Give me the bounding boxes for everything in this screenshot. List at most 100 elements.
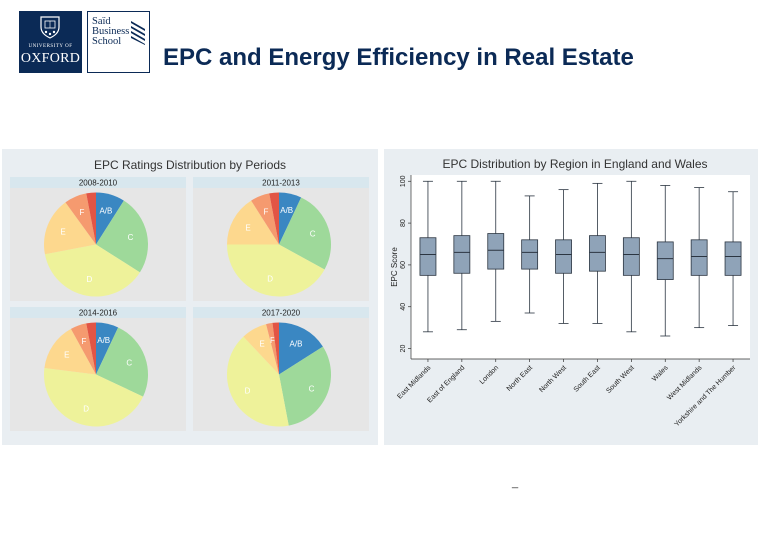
pie-chart-svg: EPC Ratings Distribution by Periods 2008… (10, 158, 369, 431)
facet-strip (193, 307, 369, 318)
pie-slice-ab (279, 322, 323, 375)
page-title: EPC and Energy Efficiency in Real Estate (163, 44, 634, 71)
x-tick-label: London (479, 364, 501, 386)
facet-label: 2017-2020 (262, 309, 301, 318)
box-south-west (622, 180, 640, 333)
pie-slice-label: C (126, 359, 132, 368)
pie-slice-label: E (259, 340, 264, 349)
y-tick-label: 60 (400, 261, 407, 269)
box-plot-panel: EPC Distribution by Region in England an… (384, 149, 758, 445)
pie-chart-title: EPC Ratings Distribution by Periods (94, 158, 286, 172)
pie-slice-ab (279, 192, 302, 245)
pie-slice-c (279, 197, 332, 270)
box-south-east (589, 182, 606, 324)
box-london (487, 180, 505, 322)
iqr-box (487, 233, 505, 270)
said-line-3: School (92, 36, 122, 47)
iqr-box (555, 239, 572, 274)
iqr-box (521, 239, 539, 270)
pie-slice-c (96, 327, 148, 397)
pie-slice-f (266, 322, 279, 375)
said-line-1: Saïd (92, 16, 111, 27)
pie-slice-f (70, 323, 96, 375)
pie-facet: 2011-2013 A/B C D E F (193, 177, 369, 301)
pie-slice-label: D (267, 275, 273, 284)
facet-strip (10, 307, 186, 318)
pie-slice-label: F (264, 208, 269, 217)
pie-slice-label: D (245, 387, 251, 396)
x-tick-label: Yorkshire and The Humber (674, 364, 738, 428)
pie-slice-ab (96, 322, 119, 375)
box-west-midlands (690, 187, 708, 329)
pie-facet: 2008-2010 A/B C D E F (10, 177, 186, 301)
pie-facet: 2017-2020 A/B C D E F (193, 307, 369, 431)
pie-slice-label: C (128, 233, 134, 242)
said-business-school-logo: Saïd Business School (87, 11, 150, 73)
pie-slice-c (279, 346, 332, 426)
pie-slice-f (65, 193, 96, 245)
pie-slice-g (272, 322, 279, 375)
facet-label: 2011-2013 (262, 179, 300, 188)
x-tick-label: East Midlands (396, 364, 432, 400)
y-tick-label: 100 (400, 175, 407, 187)
oxford-logo: UNIVERSITY OF OXFORD (19, 11, 82, 73)
pie-slice-label: F (270, 336, 275, 345)
y-tick-label: 20 (400, 345, 407, 353)
iqr-box (690, 239, 708, 276)
said-line-2: Business (92, 26, 130, 37)
iqr-box (419, 237, 437, 276)
pie-facet: 2014-2016 A/B C D E F (10, 307, 186, 431)
x-tick-label: East of England (426, 364, 466, 404)
pie-slice-g (86, 322, 96, 375)
iqr-box (656, 241, 674, 280)
pie-slice-label: A/B (280, 206, 293, 215)
x-tick-label: North East (506, 364, 534, 392)
stripes-icon (131, 21, 145, 45)
pie-slice-label: D (87, 275, 93, 284)
box-plot-title: EPC Distribution by Region in England an… (442, 157, 707, 171)
x-tick-label: South East (573, 364, 602, 393)
pie-slice-e (44, 202, 96, 255)
pie-slice-g (86, 192, 96, 245)
facet-label: 2014-2016 (79, 309, 118, 318)
box-north-west (555, 189, 572, 324)
pie-slice-e (227, 200, 279, 245)
pie-slice-d (227, 244, 325, 297)
box-wales (656, 185, 674, 337)
logo-university-text: UNIVERSITY OF (28, 44, 73, 49)
pie-slice-d (43, 367, 144, 427)
logo-oxford-text: OXFORD (20, 51, 81, 66)
iqr-box (589, 235, 606, 272)
y-tick-label: 40 (400, 303, 407, 311)
footer-mark: _ (512, 477, 519, 489)
y-tick-label: 80 (400, 219, 407, 227)
said-logo-text: Saïd Business School (92, 16, 136, 47)
x-tick-label: Wales (651, 364, 670, 383)
pie-slice-label: E (245, 224, 250, 233)
crest-icon (40, 16, 60, 39)
pie-slice-e (44, 328, 96, 375)
pie-slice-label: F (82, 337, 87, 346)
pie-slice-label: A/B (290, 340, 303, 349)
pie-slice-label: A/B (99, 207, 112, 216)
pie-slice-e (243, 324, 279, 375)
x-tick-label: South West (605, 364, 635, 394)
pie-slice-label: A/B (97, 336, 110, 345)
pie-slice-label: C (310, 230, 316, 239)
pie-slice-g (269, 192, 279, 245)
iqr-box (622, 237, 640, 276)
pie-chart-panel: EPC Ratings Distribution by Periods 2008… (2, 149, 378, 445)
box-east-midlands (419, 180, 437, 333)
box-plot-svg: EPC Distribution by Region in England an… (390, 157, 750, 428)
box-north-east (521, 195, 539, 314)
pie-slice-label: C (309, 385, 315, 394)
pie-slice-ab (96, 192, 124, 245)
pie-slice-label: E (60, 228, 65, 237)
iqr-box (724, 241, 742, 276)
iqr-box (453, 235, 471, 274)
pie-slice-c (96, 200, 149, 273)
pie-slice-d (226, 336, 289, 427)
box-yorkshire-and-the-humber (724, 191, 742, 326)
pie-slice-label: D (83, 405, 89, 414)
pie-slice-d (44, 244, 140, 297)
